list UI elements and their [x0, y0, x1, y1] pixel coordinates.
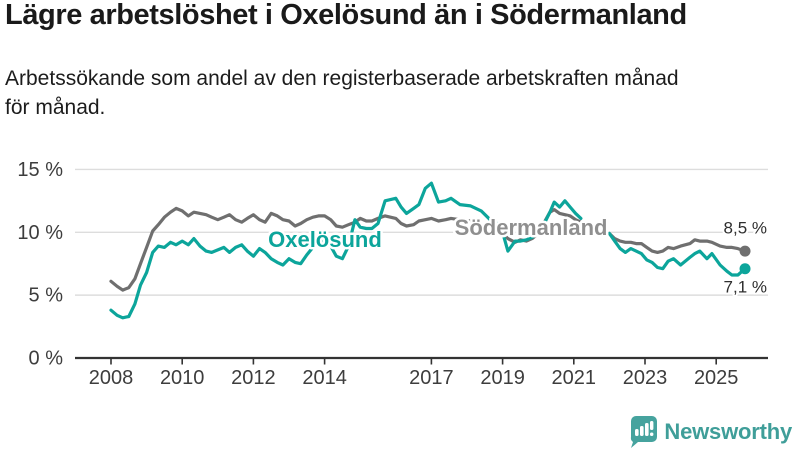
- newsworthy-logo-icon: [631, 416, 658, 448]
- speech-bubble-shape: [631, 416, 658, 448]
- x-axis: 2008 2010 2012 2014 2017 2019 2021 2023 2025: [89, 358, 739, 389]
- gridlines: [75, 168, 768, 360]
- x-axis-label: 2025: [694, 367, 739, 389]
- chart-subtitle: Arbetssökande som andel av den registerb…: [5, 64, 790, 122]
- series-label-oxelosund: Oxelösund: [268, 227, 382, 252]
- annotations: Södermanland 8,5 % Oxelösund 7,1 %: [266, 213, 769, 299]
- y-axis-labels: 0 % 5 % 10 % 15 %: [17, 159, 63, 370]
- x-axis-label: 2010: [160, 367, 205, 389]
- y-axis-label: 15 %: [17, 159, 63, 181]
- newsworthy-logo-text: Newsworthy: [664, 419, 792, 444]
- newsworthy-logo: Newsworthy: [629, 416, 792, 448]
- chart-subtitle-line2: för månad.: [5, 96, 106, 119]
- series-label-sodermanland: Södermanland: [455, 215, 608, 240]
- end-dot-oxelosund: [739, 263, 751, 275]
- y-axis-label: 5 %: [29, 285, 64, 307]
- x-axis-label: 2014: [302, 367, 347, 389]
- y-axis-label: 0 %: [29, 348, 64, 370]
- bar-medium: [640, 426, 645, 436]
- x-axis-label: 2023: [623, 367, 668, 389]
- end-value-label-oxelosund: 7,1 %: [724, 278, 767, 297]
- end-dot-sodermanland: [739, 245, 751, 257]
- bar-tall: [645, 423, 650, 436]
- chart-subtitle-line1: Arbetssökande som andel av den registerb…: [5, 67, 679, 90]
- x-axis-label: 2008: [89, 367, 134, 389]
- x-axis-label: 2019: [480, 367, 525, 389]
- line-oxelosund: [109, 181, 747, 320]
- x-axis-label: 2012: [231, 367, 276, 389]
- x-axis-label: 2017: [409, 367, 454, 389]
- series-lines: [109, 181, 751, 320]
- end-value-label-sodermanland: 8,5 %: [724, 219, 767, 238]
- exclamation-dot: [650, 432, 654, 436]
- y-axis-label: 10 %: [17, 222, 63, 244]
- line-sodermanland: [109, 206, 747, 292]
- bar-short: [635, 429, 640, 436]
- page-title: Lägre arbetslöshet i Oxelösund än i Söde…: [5, 0, 687, 31]
- exclamation-stem: [650, 421, 654, 430]
- x-axis-label: 2021: [552, 367, 597, 389]
